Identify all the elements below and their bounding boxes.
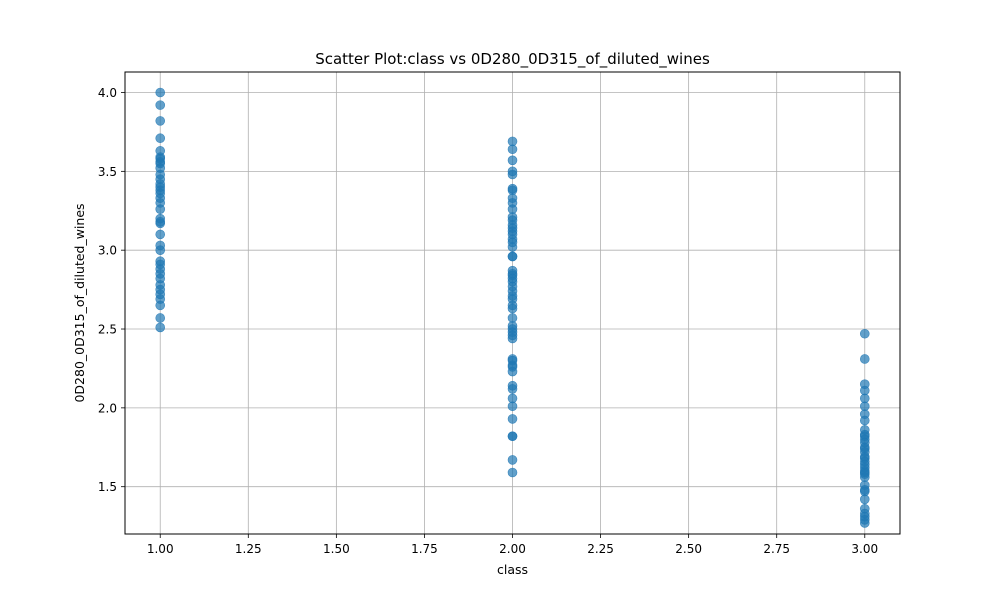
x-tick-label: 1.50 — [323, 542, 350, 556]
x-tick-label: 1.75 — [411, 542, 438, 556]
x-tick-label: 2.25 — [587, 542, 614, 556]
scatter-point — [155, 100, 166, 110]
x-tick-label: 3.00 — [851, 542, 878, 556]
y-axis-label: 0D280_0D315_of_diluted_wines — [72, 203, 87, 402]
ticks-layer: 1.00 1.25 1.50 1.75 2.00 2.25 2.50 2.75 3.00 1.5 2… — [98, 86, 878, 556]
scatter-point — [507, 303, 518, 314]
x-tick-label: 2.00 — [499, 542, 526, 556]
chart-title: Scatter Plot:class vs 0D280_0D315_of_dil… — [315, 50, 710, 69]
scatter-point — [507, 401, 518, 412]
scatter-point — [155, 313, 166, 323]
scatter-point — [155, 322, 166, 333]
scatter-point — [155, 245, 166, 255]
y-tick-label: 3.5 — [98, 165, 117, 179]
scatter-point — [859, 354, 870, 364]
scatter-point — [507, 366, 518, 377]
points-layer — [155, 87, 870, 528]
y-tick-label: 1.5 — [98, 480, 117, 494]
scatter-point — [507, 155, 518, 166]
scatter-point — [507, 333, 518, 344]
scatter-point — [859, 494, 870, 505]
y-tick-label: 3.0 — [98, 244, 117, 258]
scatter-point — [859, 518, 870, 528]
scatter-point — [507, 251, 518, 262]
scatter-point — [507, 414, 518, 424]
scatter-point — [155, 116, 166, 126]
scatter-point — [859, 415, 870, 426]
x-tick-label: 1.00 — [147, 542, 174, 556]
scatter-point — [155, 204, 166, 214]
x-tick-label: 1.25 — [235, 542, 262, 556]
scatter-point — [155, 218, 166, 229]
scatter-point — [507, 455, 518, 465]
scatter-point — [155, 300, 166, 311]
scatter-point — [507, 169, 518, 180]
scatter-point — [507, 384, 518, 394]
scatter-point — [859, 328, 870, 339]
scatter-point — [507, 467, 518, 478]
x-axis-label: class — [497, 562, 528, 577]
y-tick-label: 4.0 — [98, 86, 117, 100]
scatter-point — [507, 242, 518, 252]
y-tick-label: 2.5 — [98, 323, 117, 337]
scatter-point — [155, 229, 166, 240]
x-tick-label: 2.50 — [675, 542, 702, 556]
scatter-point — [507, 431, 518, 442]
scatter-point — [507, 144, 518, 155]
y-tick-label: 2.0 — [98, 401, 117, 415]
scatter-point — [155, 87, 166, 98]
x-tick-label: 2.75 — [763, 542, 790, 556]
scatter-point — [155, 133, 166, 144]
